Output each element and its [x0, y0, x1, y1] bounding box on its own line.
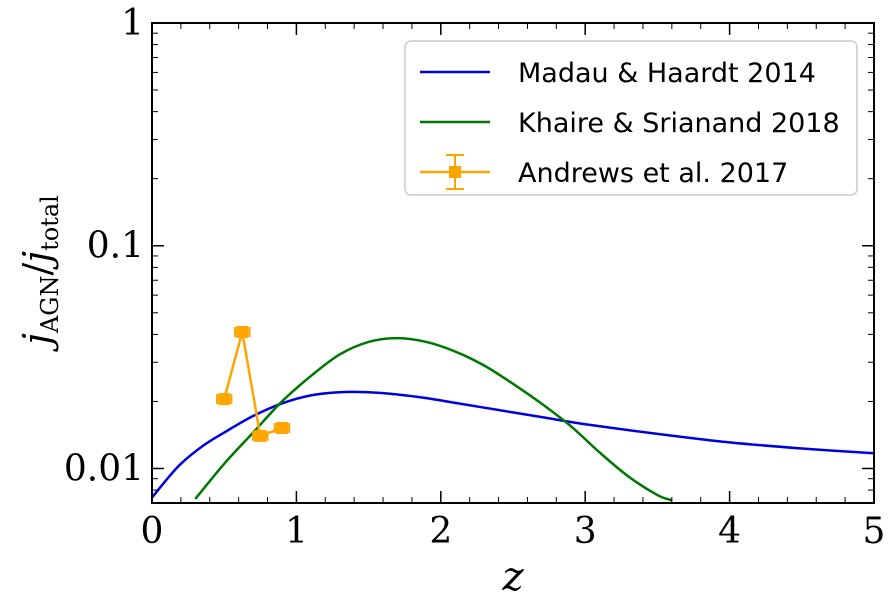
- y-tick-label: 0.1: [87, 226, 144, 267]
- plot-frame: [151, 22, 875, 504]
- data-point-marker: [275, 421, 288, 434]
- y-axis-title-sub2: total: [36, 195, 64, 251]
- x-tick-label: 5: [863, 511, 886, 552]
- legend: Madau & Haardt 2014 Khaire & Srianand 201…: [404, 40, 858, 196]
- y-axis-title-main: j: [15, 333, 59, 352]
- series-line-madau-haardt-2014: [152, 390, 874, 499]
- data-point-marker: [218, 393, 231, 406]
- legend-label-madau-haardt-2014: Madau & Haardt 2014: [518, 58, 816, 89]
- data-point-marker: [254, 429, 267, 442]
- y-tick-label: 1: [121, 3, 144, 44]
- legend-label-andrews-et-al-2017: Andrews et al. 2017: [518, 158, 788, 189]
- x-tick-label: 4: [718, 511, 741, 552]
- x-tick-label: 1: [285, 511, 308, 552]
- legend-label-khaire-srianand-2018: Khaire & Srianand 2018: [518, 108, 840, 139]
- x-axis-title: z: [501, 554, 524, 597]
- svg-text:jAGN/jtotal: jAGN/jtotal: [15, 195, 64, 352]
- x-tick-label: 3: [574, 511, 597, 552]
- legend-box: [404, 40, 858, 196]
- series-line-khaire-srianand-2018: [194, 336, 673, 502]
- data-point-marker: [236, 325, 249, 338]
- y-axis-title: jAGN/jtotal: [15, 195, 64, 352]
- series-line-andrews-et-al-2017: [222, 331, 283, 438]
- y-tick-label: 0.01: [64, 448, 144, 489]
- y-axis-title-sub1: AGN: [36, 276, 64, 335]
- legend-marker: [449, 166, 461, 178]
- x-tick-label: 2: [429, 511, 452, 552]
- x-tick-label: 0: [141, 511, 164, 552]
- y-axis-title-slash: /: [15, 263, 59, 276]
